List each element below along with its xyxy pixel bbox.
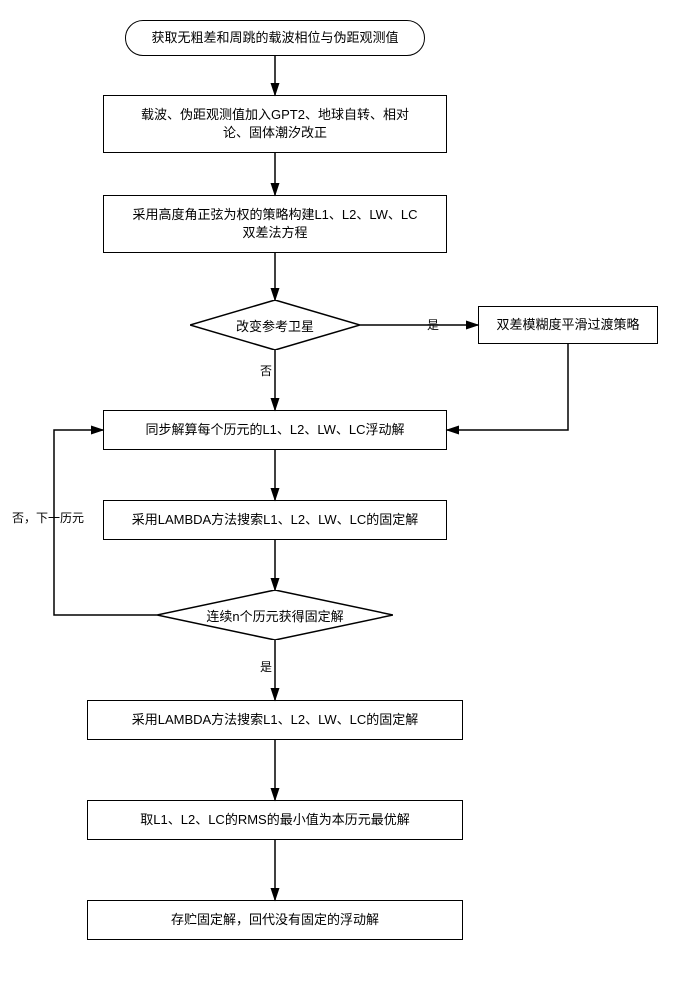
decision-d2: 连续n个历元获得固定解 — [157, 590, 393, 640]
node-text: 连续n个历元获得固定解 — [206, 606, 343, 625]
process-p2: 采用高度角正弦为权的策略构建L1、L2、LW、LC双差法方程 — [103, 195, 447, 253]
terminator-start: 获取无粗差和周跳的载波相位与伪距观测值 — [125, 20, 425, 56]
edge-label-yes-2: 是 — [258, 658, 274, 675]
process-p1: 载波、伪距观测值加入GPT2、地球自转、相对论、固体潮汐改正 — [103, 95, 447, 153]
process-p6: 采用LAMBDA方法搜索L1、L2、LW、LC的固定解 — [87, 700, 463, 740]
node-text: 载波、伪距观测值加入GPT2、地球自转、相对论、固体潮汐改正 — [141, 106, 409, 142]
process-p7: 取L1、L2、LC的RMS的最小值为本历元最优解 — [87, 800, 463, 840]
node-text: 改变参考卫星 — [236, 316, 314, 335]
edge-label-no-1: 否 — [258, 362, 274, 379]
node-text: 采用LAMBDA方法搜索L1、L2、LW、LC的固定解 — [132, 511, 419, 529]
edge-label-no-2: 否，下一历元 — [10, 509, 86, 526]
process-p3: 双差模糊度平滑过渡策略 — [478, 306, 658, 344]
process-p8: 存贮固定解，回代没有固定的浮动解 — [87, 900, 463, 940]
node-text: 存贮固定解，回代没有固定的浮动解 — [171, 911, 379, 929]
node-text: 采用LAMBDA方法搜索L1、L2、LW、LC的固定解 — [132, 711, 419, 729]
process-p5: 采用LAMBDA方法搜索L1、L2、LW、LC的固定解 — [103, 500, 447, 540]
node-text: 采用高度角正弦为权的策略构建L1、L2、LW、LC双差法方程 — [132, 206, 417, 242]
node-text: 同步解算每个历元的L1、L2、LW、LC浮动解 — [145, 421, 404, 439]
node-text: 双差模糊度平滑过渡策略 — [496, 316, 639, 334]
decision-d1: 改变参考卫星 — [190, 300, 360, 350]
process-p4: 同步解算每个历元的L1、L2、LW、LC浮动解 — [103, 410, 447, 450]
edge-label-yes-1: 是 — [425, 316, 441, 333]
node-text: 取L1、L2、LC的RMS的最小值为本历元最优解 — [140, 811, 409, 829]
node-text: 获取无粗差和周跳的载波相位与伪距观测值 — [151, 29, 398, 47]
